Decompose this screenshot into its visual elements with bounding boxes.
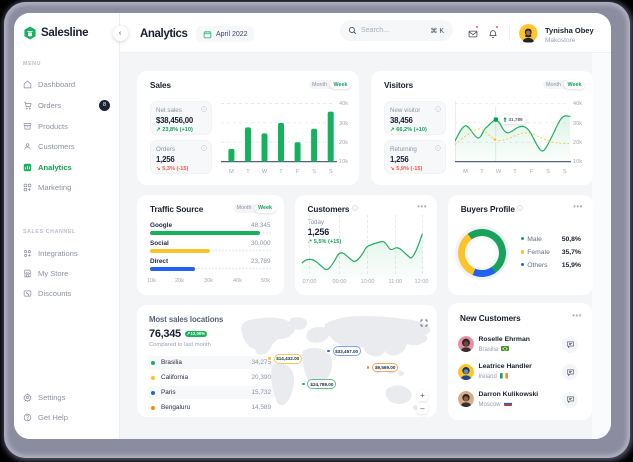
svg-text:W: W bbox=[262, 169, 268, 175]
svg-text:T: T bbox=[279, 169, 283, 175]
svg-text:T: T bbox=[246, 169, 250, 175]
svg-text:M: M bbox=[463, 169, 468, 175]
svg-text:S: S bbox=[563, 169, 567, 175]
svg-text:S: S bbox=[312, 169, 316, 175]
svg-text:F: F bbox=[530, 169, 534, 175]
svg-text:M: M bbox=[229, 169, 234, 175]
svg-text:F: F bbox=[296, 169, 300, 175]
svg-text:W: W bbox=[496, 169, 502, 175]
svg-text:T: T bbox=[480, 169, 484, 175]
svg-text:T: T bbox=[513, 169, 517, 175]
svg-text:S: S bbox=[546, 169, 550, 175]
svg-text:S: S bbox=[329, 169, 333, 175]
